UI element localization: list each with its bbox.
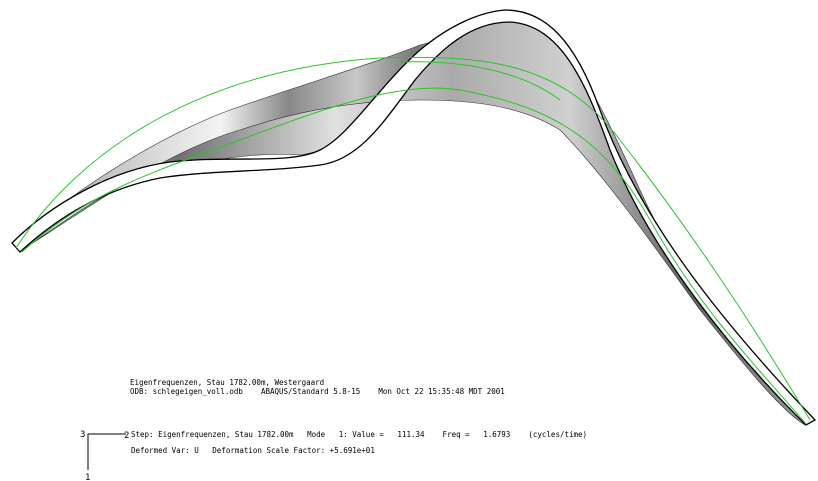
undeformed-outline (22, 88, 806, 424)
page: {"header": {"title": "Eigenfrequenzen, S… (0, 0, 818, 481)
triad: 3 2 1 (80, 430, 129, 481)
deformed-line: Deformed Var: U Deformation Scale Factor… (131, 446, 375, 455)
undeformed-outline (16, 57, 810, 420)
triad-label: 2 (124, 431, 129, 441)
step-line: Step: Eigenfrequenzen, Stau 1782.00m Mod… (131, 430, 587, 439)
header-title: Eigenfrequenzen, Stau 1782.00m, Westerga… (130, 378, 324, 387)
dam-model (12, 10, 815, 425)
triad-label: 1 (85, 473, 90, 481)
crest (12, 10, 815, 425)
viewport: Eigenfrequenzen, Stau 1782.00m, Westerga… (0, 0, 818, 481)
legend-text: Eigenfrequenzen, Stau 1782.00m, Westerga… (130, 378, 587, 455)
odb-line: ODB: schlegeigen_voll.odb ABAQUS/Standar… (130, 387, 505, 396)
triad-label: 3 (80, 430, 85, 440)
